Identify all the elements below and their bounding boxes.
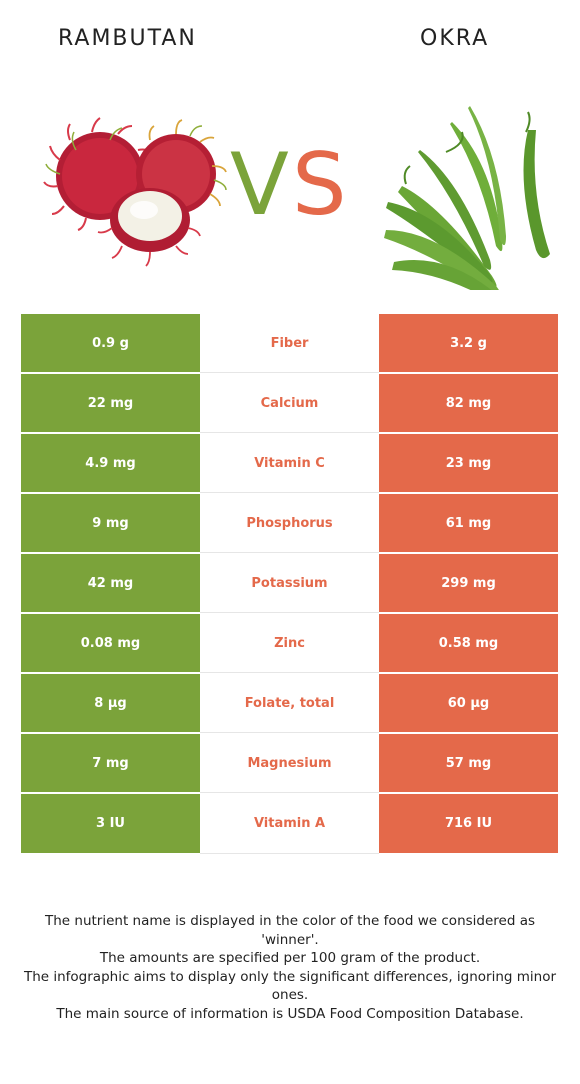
- table-row: 3 IU Vitamin A 716 IU: [21, 794, 558, 854]
- comparison-table: 0.9 g Fiber 3.2 g 22 mg Calcium 82 mg 4.…: [21, 314, 558, 854]
- okra-image: [384, 106, 550, 290]
- nutrient-name: Magnesium: [200, 734, 379, 793]
- rambutan-value: 7 mg: [21, 734, 200, 793]
- rambutan-value: 0.08 mg: [21, 614, 200, 673]
- rambutan-image: [43, 106, 550, 290]
- footnote-line: The main source of information is USDA F…: [56, 1005, 524, 1022]
- rambutan-value: 42 mg: [21, 554, 200, 613]
- rambutan-value: 0.9 g: [21, 314, 200, 373]
- rambutan-fruit-peeled: [97, 188, 201, 267]
- okra-value: 299 mg: [379, 554, 558, 613]
- okra-value: 716 IU: [379, 794, 558, 854]
- footnote: The nutrient name is displayed in the co…: [20, 912, 560, 1023]
- rambutan-value: 22 mg: [21, 374, 200, 433]
- table-row: 42 mg Potassium 299 mg: [21, 554, 558, 614]
- okra-value: 0.58 mg: [379, 614, 558, 673]
- nutrient-name: Vitamin C: [200, 434, 379, 493]
- okra-value: 60 µg: [379, 674, 558, 733]
- food-title-okra: OKRA: [420, 26, 490, 51]
- vs-letter-s: S: [292, 135, 347, 235]
- vs-letter-v: V: [230, 135, 289, 235]
- nutrient-name: Vitamin A: [200, 794, 379, 854]
- footnote-line: The infographic aims to display only the…: [23, 968, 557, 1004]
- nutrient-name: Folate, total: [200, 674, 379, 733]
- table-row: 0.9 g Fiber 3.2 g: [21, 314, 558, 374]
- okra-value: 23 mg: [379, 434, 558, 493]
- table-row: 0.08 mg Zinc 0.58 mg: [21, 614, 558, 674]
- okra-value: 82 mg: [379, 374, 558, 433]
- rambutan-value: 8 µg: [21, 674, 200, 733]
- footnote-line: The amounts are specified per 100 gram o…: [99, 950, 481, 966]
- footnote-line: The nutrient name is displayed in the co…: [44, 913, 536, 948]
- table-row: 4.9 mg Vitamin C 23 mg: [21, 434, 558, 494]
- rambutan-value: 3 IU: [21, 794, 200, 854]
- table-row: 8 µg Folate, total 60 µg: [21, 674, 558, 734]
- okra-value: 61 mg: [379, 494, 558, 553]
- table-row: 9 mg Phosphorus 61 mg: [21, 494, 558, 554]
- okra-value: 57 mg: [379, 734, 558, 793]
- rambutan-fruit-back: [43, 117, 153, 231]
- okra-value: 3.2 g: [379, 314, 558, 373]
- nutrient-name: Zinc: [200, 614, 379, 673]
- food-title-rambutan: RAMBUTAN: [58, 26, 197, 51]
- table-row: 22 mg Calcium 82 mg: [21, 374, 558, 434]
- table-row: 7 mg Magnesium 57 mg: [21, 734, 558, 794]
- nutrient-name: Calcium: [200, 374, 379, 433]
- rambutan-value: 4.9 mg: [21, 434, 200, 493]
- nutrient-name: Fiber: [200, 314, 379, 373]
- rambutan-value: 9 mg: [21, 494, 200, 553]
- nutrient-name: Potassium: [200, 554, 379, 613]
- nutrient-name: Phosphorus: [200, 494, 379, 553]
